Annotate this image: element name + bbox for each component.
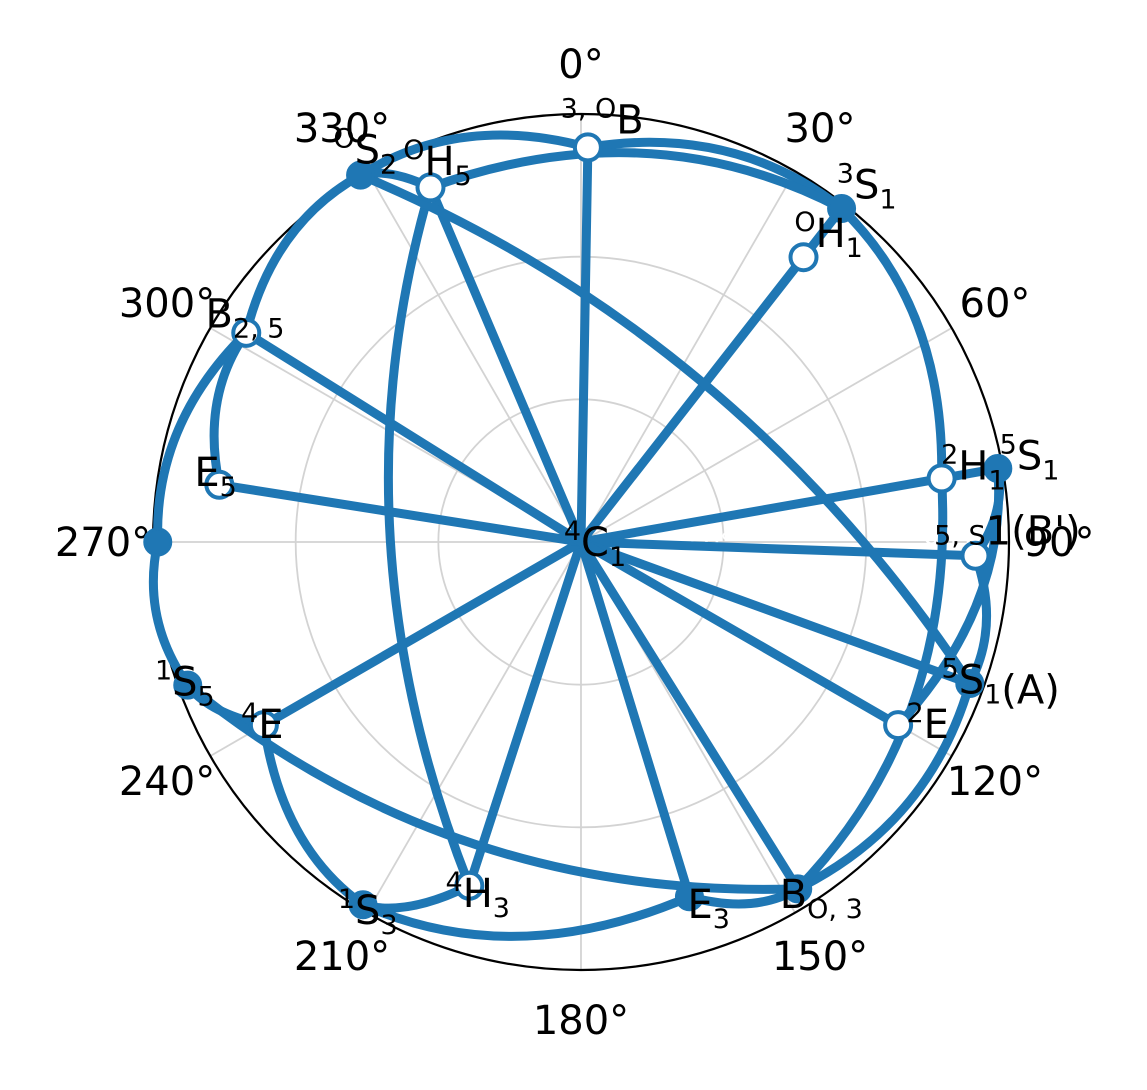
node-label-E3: E3 [687,882,729,935]
node-marker-Bo3 [783,874,813,904]
edge-2E-5S1 [893,464,1004,730]
edge-3S1-2H1 [837,203,947,483]
node-label-3,OB: 3, OB [561,93,644,143]
edge-4H3-OH5 [383,182,474,891]
angle-tick-label: 90° [1024,520,1095,566]
angle-tick-label: 60° [960,281,1031,327]
node-marker-3S1 [827,193,857,223]
node-marker-2H1 [926,463,957,494]
edge-B2,5-OS2 [241,170,366,338]
angle-tick-label: 180° [533,998,629,1044]
edge-E3-1S3 [358,892,694,941]
edge-E5-B2,5 [209,328,251,490]
node-marker-5,S1(B) [960,540,991,571]
node-label-OS2: OS2 [333,124,397,181]
node-marker-1S3 [348,890,378,920]
node-label-3S1: 3S1 [837,158,897,215]
node-label-OH1: OH1 [794,207,863,264]
edge-4C1-4E [259,537,586,730]
node-marker-2E [883,710,914,741]
node-marker-4H3 [454,870,485,901]
angular-gridline-1 [580,170,796,543]
node-marker-5S1(A) [955,669,985,699]
angle-tick-label: 150° [772,934,868,980]
node-marker-B2,5 [231,317,262,348]
node-marker-1S5 [173,670,203,700]
node-label-2E: 2E [906,698,948,748]
edge-4C1-E5 [214,480,586,547]
edge-4C1-B2,5 [241,328,586,547]
node-marker-4E [248,710,279,741]
edge-5S1(A)-Bo3 [793,679,975,894]
node-label-OH5: OH5 [403,135,472,192]
node-label-4E: 4E [241,698,283,748]
node-layer [143,132,1013,920]
node-marker-OH5 [415,172,446,203]
angle-tick-label: 330° [294,106,390,152]
angular-gridline-11 [366,170,582,543]
node-marker-OH1 [788,242,819,273]
edge-4C1-5,S1(B) [576,537,980,561]
edge-2H1-Bo3 [793,473,948,894]
edge-OH5-3S1 [425,148,847,213]
node-label-Bo3: BO, 3 [780,872,863,925]
node-label-B2,5: B2, 5 [206,291,285,344]
edge-4C1-Bo3 [576,537,803,894]
edge-4C1-5S1(A) [576,537,975,689]
angle-tick-label: 210° [294,934,390,980]
node-label-4C1: 4C1 [564,516,626,573]
edge-OS2-3,OB [356,130,593,180]
edge-4C1-4H3 [464,537,586,891]
node-marker-OS2 [346,160,376,190]
edge-Bo3-1S5 [183,680,803,894]
node-label-4H3: 4H3 [446,867,510,924]
angular-gridline-7 [366,541,582,914]
edge-4C1-2E [576,537,903,730]
edge-5S1(A)-OS2 [356,170,975,689]
node-marker-3,OB [572,132,603,163]
node-label-5,S1(B): 5, S1(B') [934,508,1081,554]
angle-tick-label: 30° [785,106,856,152]
node-marker-S5filled [143,527,173,557]
node-label-E5: E5 [194,450,236,503]
node-label-2H1: 2H1 [941,439,1005,496]
edge-S5filled-B2,5 [153,328,251,547]
node-marker-E3 [674,882,704,912]
node-marker-5S1 [983,454,1013,484]
edge-4C1-3,OB [576,142,593,547]
edge-4C1-E3 [576,537,694,902]
angle-tick-label: 0° [558,42,603,88]
angle-tick-label: 300° [119,281,215,327]
angle-tick-label: 120° [947,759,1043,805]
edge-1S5-S5filled [148,537,193,690]
node-label-5S1: 5S1 [1000,429,1060,486]
angle-tick-label: 240° [119,759,215,805]
node-marker-E5 [204,469,235,500]
node-label-1S5: 1S5 [155,655,215,712]
edge-4C1-2H1 [576,473,947,547]
angle-tick-label: 270° [55,520,151,566]
edge-3,OB-3S1 [583,137,847,213]
node-label-5S1(A): 5S1(A) [942,654,1060,714]
node-label-1S3: 1S3 [338,884,398,941]
edge-4C1-OH1 [576,252,809,547]
edge-4C1-OH5 [425,182,586,547]
edge-4E-1S3 [259,720,368,910]
